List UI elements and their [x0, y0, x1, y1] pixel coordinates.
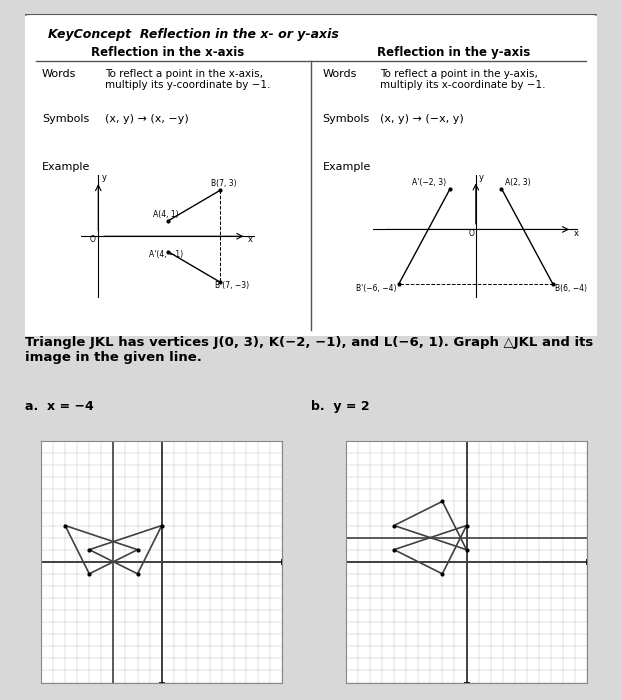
Text: A'(4, −1): A'(4, −1)	[149, 250, 183, 259]
Text: A(2, 3): A(2, 3)	[505, 178, 531, 186]
Text: To reflect a point in the y-axis,
multiply its x-coordinate by −1.: To reflect a point in the y-axis, multip…	[379, 69, 545, 90]
Text: y: y	[102, 174, 107, 183]
Text: KeyConcept  Reflection in the x- or y-axis: KeyConcept Reflection in the x- or y-axi…	[48, 29, 338, 41]
Text: B(7, 3): B(7, 3)	[211, 179, 237, 188]
Text: B'(−6, −4): B'(−6, −4)	[356, 284, 396, 293]
Text: Example: Example	[322, 162, 371, 172]
Text: Triangle JKL has vertices J(0, 3), K(−2, −1), and L(−6, 1). Graph △JKL and its
i: Triangle JKL has vertices J(0, 3), K(−2,…	[25, 336, 593, 364]
Text: (x, y) → (x, −y): (x, y) → (x, −y)	[105, 114, 188, 124]
Text: Symbols: Symbols	[322, 114, 369, 124]
Text: Reflection in the x-axis: Reflection in the x-axis	[91, 46, 244, 60]
Text: To reflect a point in the x-axis,
multiply its y-coordinate by −1.: To reflect a point in the x-axis, multip…	[105, 69, 271, 90]
Text: Reflection in the y-axis: Reflection in the y-axis	[378, 46, 531, 60]
Text: Words: Words	[42, 69, 77, 78]
Text: a.  x = −4: a. x = −4	[25, 400, 94, 413]
Text: O: O	[90, 235, 95, 244]
Text: b.  y = 2: b. y = 2	[311, 400, 369, 413]
Text: O: O	[468, 230, 474, 238]
Text: A(4, 1): A(4, 1)	[154, 210, 179, 219]
Text: x: x	[248, 235, 253, 244]
Text: B(6, −4): B(6, −4)	[555, 284, 587, 293]
Text: Words: Words	[322, 69, 357, 78]
FancyBboxPatch shape	[19, 14, 603, 340]
Text: Symbols: Symbols	[42, 114, 90, 124]
Text: y: y	[478, 173, 483, 182]
Text: A'(−2, 3): A'(−2, 3)	[412, 178, 447, 186]
Text: B'(7, −3): B'(7, −3)	[215, 281, 249, 290]
Text: x: x	[573, 230, 578, 238]
Text: (x, y) → (−x, y): (x, y) → (−x, y)	[379, 114, 463, 124]
Text: Example: Example	[42, 162, 90, 172]
